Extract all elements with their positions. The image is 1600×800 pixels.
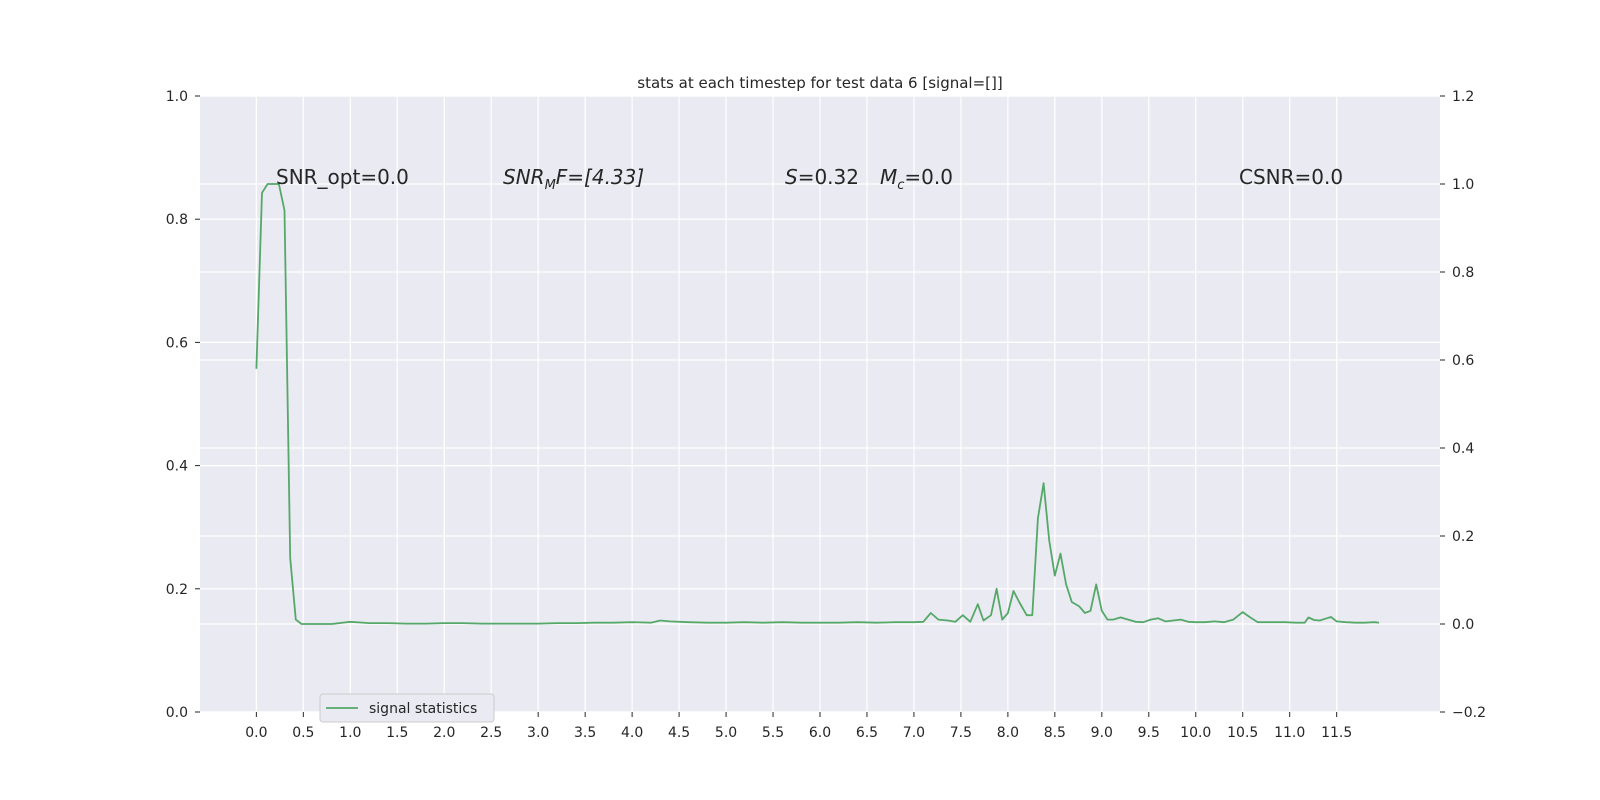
y2-tick-label: 1.0 (1452, 177, 1474, 193)
chart-title: stats at each timestep for test data 6 [… (637, 74, 1002, 92)
x-tick-label: 9.5 (1138, 725, 1160, 741)
y-tick-label: 0.8 (166, 212, 188, 228)
x-tick-label: 11.5 (1321, 725, 1352, 741)
y2-tick-label: 0.4 (1452, 441, 1474, 457)
annotation-mc-main: M (880, 165, 897, 189)
x-tick-label: 5.0 (715, 725, 737, 741)
legend-box (319, 693, 495, 723)
x-tick-label: 5.5 (762, 725, 784, 741)
annotation-csnr: CSNR=0.0 (1239, 165, 1343, 189)
x-tick-label: 8.5 (1044, 725, 1066, 741)
x-tick-label: 6.5 (856, 725, 878, 741)
annotation-snr-opt: SNR_opt=0.0 (276, 165, 409, 189)
x-tick-label: 10.0 (1180, 725, 1211, 741)
annotation-mc-sub: c (897, 178, 904, 193)
x-tick-label: 0.0 (245, 725, 267, 741)
x-tick-label: 1.5 (386, 725, 408, 741)
x-tick-label: 7.5 (950, 725, 972, 741)
x-tick-label: 2.5 (480, 725, 502, 741)
y2-tick-label: 0.8 (1452, 265, 1474, 281)
x-tick-label: 7.0 (903, 725, 925, 741)
x-tick-label: 11.0 (1274, 725, 1305, 741)
y2-tick-label: 0.0 (1452, 617, 1474, 633)
x-tick-label: 3.0 (527, 725, 549, 741)
y2-tick-label: 0.6 (1452, 353, 1474, 369)
y2-tick-label: 0.2 (1452, 529, 1474, 545)
annotation-mc-rest: =0.0 (904, 165, 953, 189)
y2-tick-label: −0.2 (1452, 705, 1486, 721)
x-tick-label: 9.0 (1091, 725, 1113, 741)
annotation-snr-mf-rest: F=[4.33] (556, 165, 644, 189)
y-tick-label: 0.6 (166, 335, 188, 351)
annotation-snr-mf-main: SNR (503, 165, 545, 189)
legend-label: signal statistics (369, 701, 477, 717)
x-tick-label: 10.5 (1227, 725, 1258, 741)
y2-tick-label: 1.2 (1452, 89, 1474, 105)
grid (200, 95, 1440, 713)
annotation-snr-mf-sub: M (545, 178, 556, 193)
annotation-mc: Mc=0.0 (880, 165, 953, 193)
x-tick-label: 1.0 (339, 725, 361, 741)
legend: signal statistics (319, 693, 495, 723)
y-tick-label: 0.2 (166, 582, 188, 598)
axes: 0.0 0.5 1.0 1.5 2.0 2.5 3.0 3.5 4.0 4.5 5.0 5.5 6.0 6… (166, 89, 1486, 741)
y-tick-label: 1.0 (166, 89, 188, 105)
annotation-snr-mf: SNRMF=[4.33] (503, 165, 644, 193)
y-tick-label: 0.0 (166, 705, 188, 721)
x-tick-label: 4.0 (621, 725, 643, 741)
annotation-s: S=0.32 (785, 165, 859, 189)
x-tick-label: 6.0 (809, 725, 831, 741)
x-tick-label: 3.5 (574, 725, 596, 741)
series-layer (255, 183, 1379, 625)
series-line-signal-statistics (255, 183, 1379, 625)
annotation-s-main: S (785, 165, 798, 189)
x-tick-label: 4.5 (668, 725, 690, 741)
x-tick-label: 8.0 (997, 725, 1019, 741)
x-tick-label: 2.0 (433, 725, 455, 741)
x-tick-label: 0.5 (292, 725, 314, 741)
annotation-s-rest: =0.32 (798, 165, 859, 189)
y-tick-label: 0.4 (166, 459, 188, 475)
